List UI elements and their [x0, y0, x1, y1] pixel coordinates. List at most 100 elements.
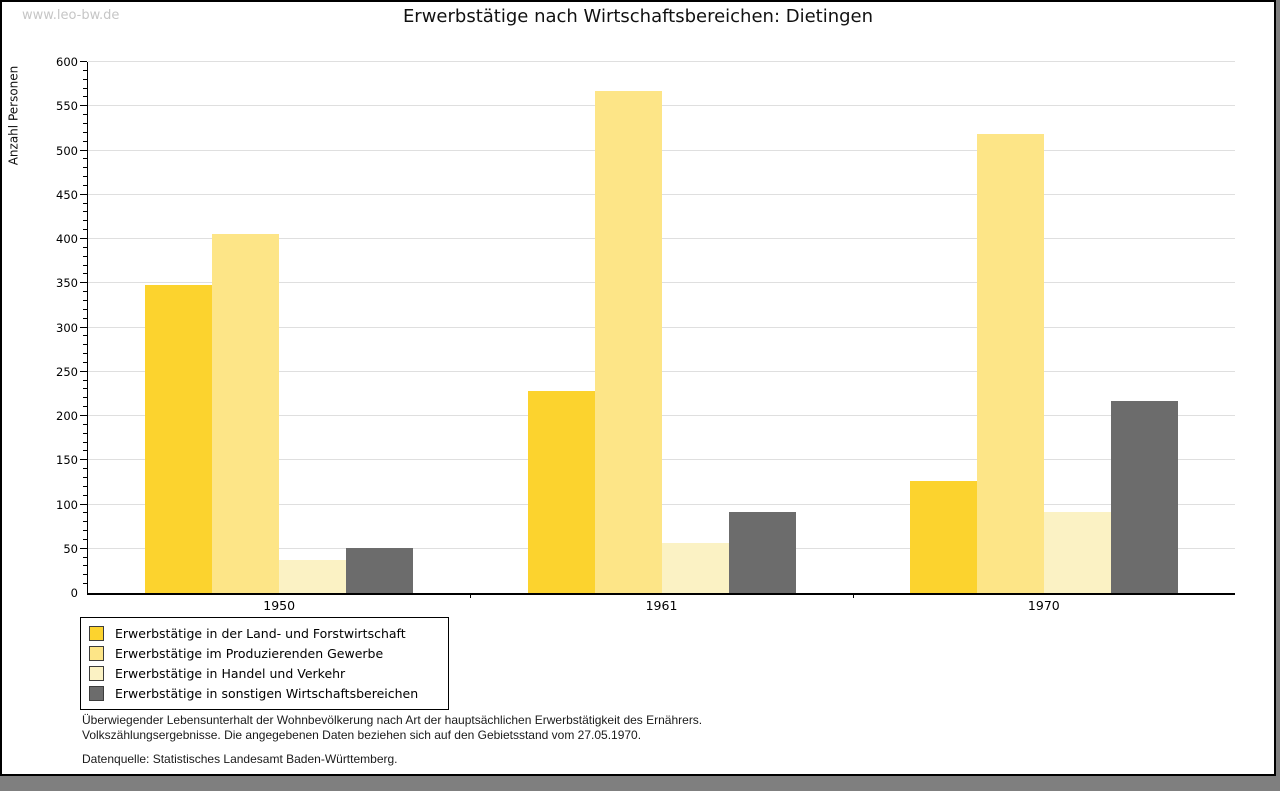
- y-axis-minor-tick: [83, 521, 87, 523]
- gridline: [88, 105, 1235, 107]
- y-axis-major-tick: [80, 238, 87, 239]
- legend-swatch: [89, 685, 104, 701]
- bar: [594, 91, 662, 593]
- y-axis-tick-label: 50: [63, 541, 78, 556]
- gridline: [88, 61, 1235, 62]
- y-axis-minor-tick: [83, 246, 87, 248]
- gridline: [88, 503, 1235, 505]
- bar: [212, 233, 280, 593]
- y-axis-minor-tick: [83, 264, 87, 266]
- legend: Erwerbstätige in der Land- und Forstwirt…: [80, 617, 449, 710]
- y-axis-tick-label: 550: [56, 99, 78, 114]
- y-axis-minor-tick: [83, 406, 87, 408]
- legend-swatch: [89, 645, 104, 661]
- legend-label: Erwerbstätige in der Land- und Forstwirt…: [115, 625, 406, 641]
- y-axis-minor-tick: [83, 353, 87, 355]
- y-axis-minor-tick: [83, 122, 87, 124]
- y-axis-minor-tick: [83, 565, 87, 567]
- y-axis-minor-tick: [83, 158, 87, 160]
- y-axis-minor-tick: [83, 397, 87, 399]
- y-axis-tick-label: 300: [56, 320, 78, 335]
- y-axis-major-tick: [80, 105, 87, 107]
- y-axis-minor-tick: [83, 184, 87, 186]
- y-axis-minor-tick: [83, 96, 87, 98]
- legend-swatch: [89, 625, 104, 641]
- site-watermark: www.leo-bw.de: [22, 8, 120, 23]
- y-axis-tick-label: 400: [56, 232, 78, 246]
- y-axis-minor-tick: [83, 140, 87, 142]
- legend-label: Erwerbstätige in Handel und Verkehr: [115, 665, 346, 681]
- legend-swatch: [89, 665, 104, 681]
- y-axis-major-tick: [80, 415, 87, 416]
- y-axis-minor-tick: [83, 202, 87, 204]
- gridline: [88, 193, 1235, 195]
- x-axis-category-label: 1950: [263, 598, 296, 613]
- footer-note-line2: Volkszählungsergebnisse. Die angegebenen…: [82, 727, 642, 742]
- bar: [909, 480, 977, 593]
- y-axis-tick-label: 0: [70, 586, 78, 600]
- data-source-note: Datenquelle: Statistisches Landesamt Bad…: [82, 752, 398, 766]
- bar: [279, 560, 347, 593]
- y-axis-tick-label: 500: [56, 143, 78, 158]
- y-axis-minor-tick: [83, 574, 87, 576]
- y-axis-minor-tick: [83, 255, 87, 257]
- y-axis-minor-tick: [83, 335, 87, 337]
- footer-note: Überwiegender Lebensunterhalt der Wohnbe…: [82, 713, 702, 742]
- legend-label: Erwerbstätige im Produzierenden Gewerbe: [115, 645, 384, 661]
- y-axis-minor-tick: [83, 87, 87, 89]
- legend-row: Erwerbstätige in Handel und Verkehr: [89, 663, 442, 683]
- x-axis-boundary-tick: [852, 593, 854, 598]
- y-axis-tick-label: 450: [56, 187, 78, 202]
- y-axis-major-tick: [80, 503, 87, 505]
- legend-row: Erwerbstätige in sonstigen Wirtschaftsbe…: [89, 683, 442, 703]
- y-axis-minor-tick: [83, 78, 87, 80]
- y-axis-minor-tick: [83, 476, 87, 478]
- y-axis-minor-tick: [83, 291, 87, 293]
- gridline: [88, 282, 1235, 284]
- x-axis-category-label: 1961: [645, 598, 678, 613]
- y-axis-minor-tick: [83, 379, 87, 381]
- y-axis-minor-tick: [83, 485, 87, 487]
- legend-row: Erwerbstätige im Produzierenden Gewerbe: [89, 643, 442, 663]
- y-axis-major-tick: [80, 193, 87, 195]
- y-axis-minor-tick: [83, 538, 87, 540]
- y-axis-title: Anzahl Personen: [6, 65, 21, 166]
- bar: [145, 285, 213, 593]
- x-axis-boundary-tick: [470, 593, 472, 598]
- y-axis-minor-tick: [83, 229, 87, 231]
- y-axis-minor-tick: [83, 361, 87, 363]
- legend-label: Erwerbstätige in sonstigen Wirtschaftsbe…: [115, 685, 419, 701]
- y-axis-major-tick: [80, 547, 87, 549]
- y-axis-major-tick: [80, 370, 87, 372]
- y-axis-tick-label: 150: [56, 453, 78, 468]
- y-axis-major-tick: [80, 326, 87, 328]
- gridline: [88, 415, 1235, 416]
- y-axis-major-tick: [80, 149, 87, 151]
- y-axis-major-tick: [80, 61, 87, 62]
- y-axis-minor-tick: [83, 211, 87, 213]
- y-axis-major-tick: [80, 459, 87, 461]
- y-axis-minor-tick: [83, 583, 87, 585]
- y-axis-minor-tick: [83, 423, 87, 425]
- gridline: [88, 459, 1235, 461]
- bar: [661, 542, 729, 593]
- y-axis-tick-label: 600: [56, 55, 78, 69]
- bar: [1110, 400, 1178, 593]
- bar: [976, 133, 1044, 593]
- gridline: [88, 326, 1235, 328]
- y-axis-minor-tick: [83, 512, 87, 514]
- y-axis-minor-tick: [83, 441, 87, 443]
- y-axis-minor-tick: [83, 494, 87, 496]
- y-axis-minor-tick: [83, 273, 87, 275]
- gridline: [88, 149, 1235, 151]
- y-axis-minor-tick: [83, 299, 87, 301]
- y-axis-minor-tick: [83, 69, 87, 71]
- y-axis-minor-tick: [83, 344, 87, 346]
- y-axis-tick-label: 100: [56, 497, 78, 512]
- y-axis-minor-tick: [83, 317, 87, 319]
- y-axis-major-tick: [80, 282, 87, 284]
- bar: [1043, 511, 1111, 593]
- y-axis-minor-tick: [83, 220, 87, 222]
- y-axis-minor-tick: [83, 450, 87, 452]
- gridline: [88, 238, 1235, 239]
